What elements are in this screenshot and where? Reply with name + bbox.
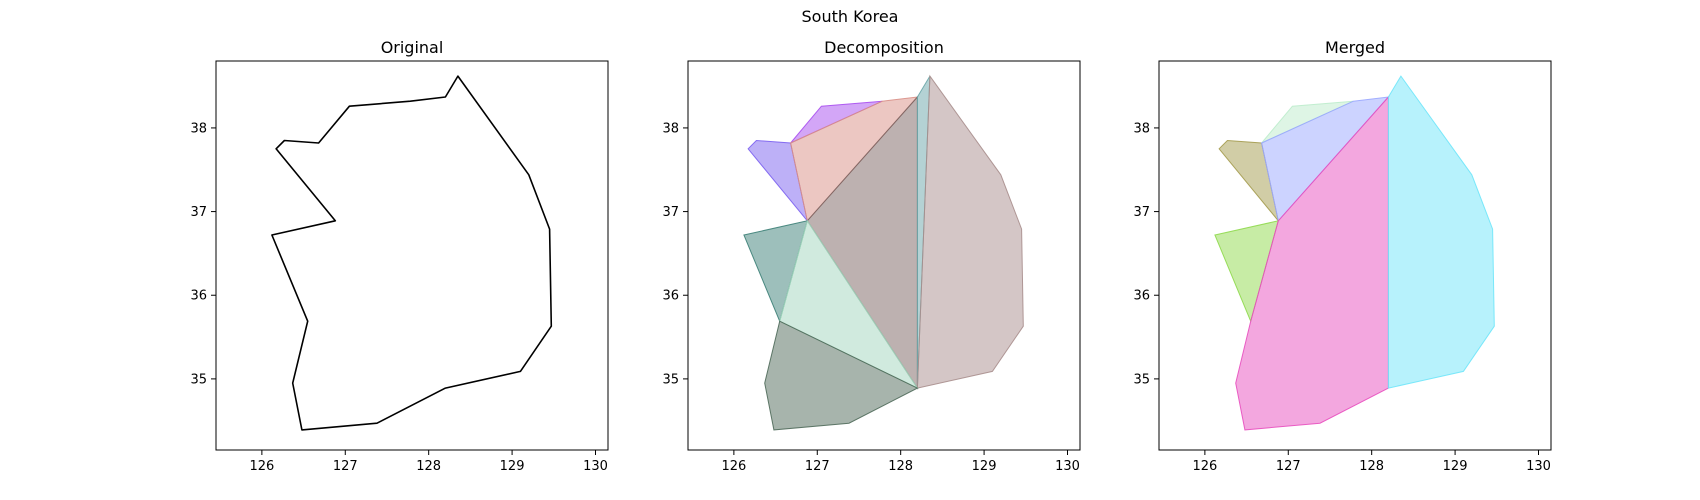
polygon-5 xyxy=(916,74,1024,389)
x-tick-label: 129 xyxy=(500,459,525,474)
y-tick-label: 37 xyxy=(190,205,207,220)
y-tick-label: 35 xyxy=(1133,372,1150,387)
y-tick-label: 36 xyxy=(662,289,679,304)
panel-title: Decomposition xyxy=(824,38,944,57)
x-tick-label: 129 xyxy=(972,459,997,474)
x-tick-label: 128 xyxy=(888,459,913,474)
y-tick-label: 37 xyxy=(662,205,679,220)
x-tick-label: 127 xyxy=(333,459,358,474)
polygon-8 xyxy=(764,320,919,431)
x-tick-label: 129 xyxy=(1443,459,1468,474)
y-tick-label: 35 xyxy=(662,372,679,387)
figure-title: South Korea xyxy=(802,7,899,26)
y-tick-label: 36 xyxy=(1133,289,1150,304)
x-tick-label: 127 xyxy=(1276,459,1301,474)
panel-title: Original xyxy=(381,38,444,57)
x-tick-label: 126 xyxy=(721,459,746,474)
x-tick-label: 127 xyxy=(805,459,830,474)
y-tick-label: 37 xyxy=(1133,205,1150,220)
axes-frame xyxy=(1158,60,1552,451)
x-tick-label: 126 xyxy=(1192,459,1217,474)
x-tick-label: 130 xyxy=(1055,459,1080,474)
x-tick-label: 130 xyxy=(1526,459,1551,474)
y-tick-label: 38 xyxy=(190,121,207,136)
plot-area xyxy=(271,75,553,431)
axis-ticks: 126 127 128 129 130 35 36 37 38 xyxy=(662,121,1079,474)
polygon-0 xyxy=(271,75,553,431)
x-tick-label: 128 xyxy=(416,459,441,474)
panel-original: Original 126 127 128 129 130 35 36 37 38 xyxy=(190,38,609,474)
x-tick-label: 126 xyxy=(249,459,274,474)
axes-frame xyxy=(215,60,609,451)
axes-frame xyxy=(687,60,1081,451)
axis-ticks: 126 127 128 129 130 35 36 37 38 xyxy=(190,121,607,474)
polygon-5 xyxy=(1387,75,1495,389)
panel-title: Merged xyxy=(1325,38,1385,57)
axis-ticks: 126 127 128 129 130 35 36 37 38 xyxy=(1133,121,1550,474)
y-tick-label: 38 xyxy=(662,121,679,136)
y-tick-label: 35 xyxy=(190,372,207,387)
x-tick-label: 128 xyxy=(1359,459,1384,474)
panel-decomposition: Decomposition 126 127 128 129 130 35 36 37 38 xyxy=(662,38,1081,474)
plot-area xyxy=(1214,75,1495,431)
x-tick-label: 130 xyxy=(583,459,608,474)
y-tick-label: 38 xyxy=(1133,121,1150,136)
plot-area xyxy=(743,74,1024,431)
panel-merged: Merged 126 127 128 129 130 35 36 37 38 xyxy=(1133,38,1552,474)
y-tick-label: 36 xyxy=(190,289,207,304)
